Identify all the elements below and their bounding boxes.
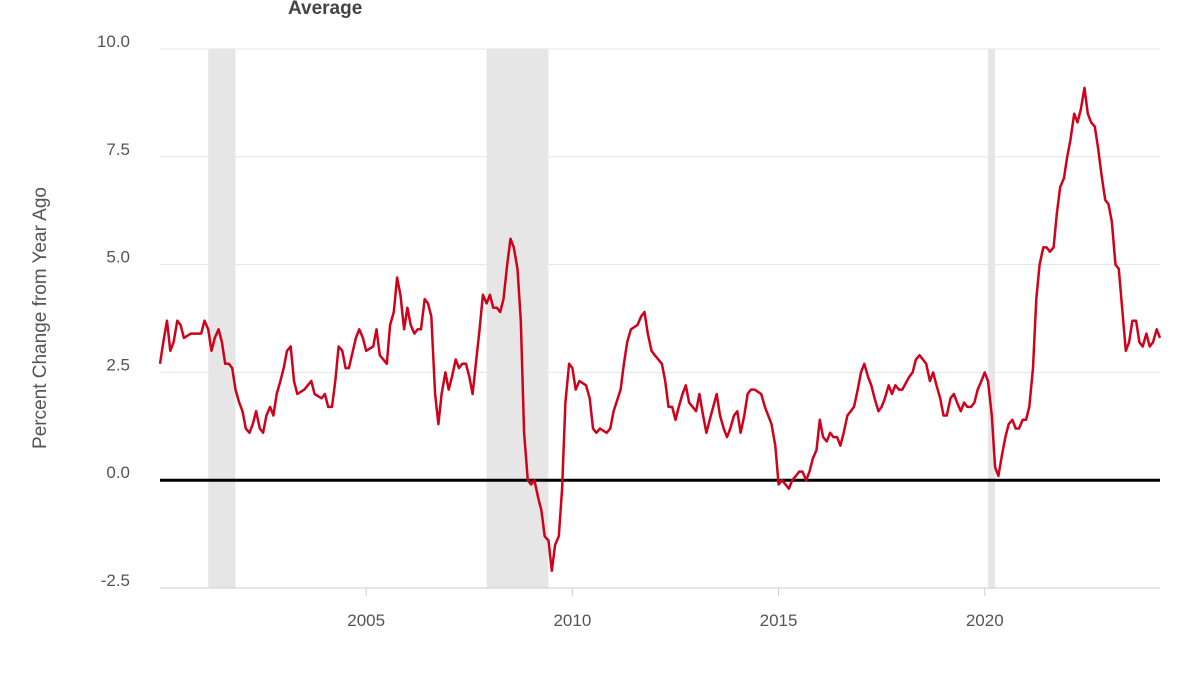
y-tick-label: 0.0 [106, 463, 130, 482]
x-tick-label: 2020 [966, 611, 1004, 630]
y-tick-label: 7.5 [106, 140, 130, 159]
y-tick-label: -2.5 [101, 571, 130, 590]
x-axis-ticks: 2005 2010 2015 2020 [347, 588, 1004, 630]
recession-band-1 [208, 49, 236, 588]
recession-band-2 [486, 49, 549, 588]
recession-bands [208, 49, 996, 588]
recession-band-3 [988, 49, 996, 588]
y-axis-ticks: 10.0 7.5 5.0 2.5 0.0 -2.5 [97, 32, 130, 590]
y-axis-title: Percent Change from Year Ago [30, 187, 51, 449]
chart-title: Average [288, 0, 362, 19]
series-line-1 [158, 86, 1162, 573]
y-tick-label: 2.5 [106, 355, 130, 374]
y-tick-label: 10.0 [97, 32, 130, 51]
x-tick-label: 2010 [553, 611, 591, 630]
gridlines [160, 48, 1160, 589]
x-tick-label: 2015 [760, 611, 798, 630]
x-tick-label: 2005 [347, 611, 385, 630]
y-tick-label: 5.0 [106, 248, 130, 267]
series-layer [158, 86, 1162, 573]
